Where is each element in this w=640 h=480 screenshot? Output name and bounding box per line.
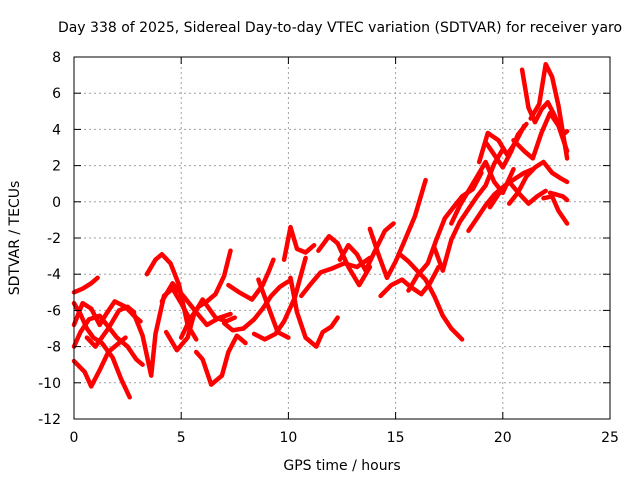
series-plus-markers <box>283 226 315 260</box>
data-series <box>71 61 570 400</box>
series-plus-markers <box>530 63 568 159</box>
series-line <box>367 177 428 281</box>
series-line <box>226 257 276 302</box>
series-sat-track-3 <box>71 299 143 328</box>
series-plus-markers <box>339 222 395 272</box>
y-tick-label: 6 <box>52 86 61 102</box>
chart-title: Day 338 of 2025, Sidereal Day-to-day VTE… <box>58 20 622 36</box>
y-tick-label: 8 <box>52 50 61 66</box>
series-plus-markers <box>73 277 99 294</box>
series-plus-markers <box>549 192 568 201</box>
series-sat-track-6 <box>84 304 137 349</box>
y-tick-label: 4 <box>52 122 61 138</box>
series-sat-track-37 <box>547 190 570 203</box>
series-sat-track-31 <box>487 179 548 210</box>
series-sat-track-7 <box>131 286 193 378</box>
x-tick-label: 25 <box>601 430 619 446</box>
series-sat-track-5 <box>71 313 145 367</box>
series-line <box>541 194 570 226</box>
series-sat-track-19 <box>299 255 373 299</box>
series-plus-markers <box>223 280 289 332</box>
series-sat-track-18 <box>288 275 340 349</box>
series-plus-markers <box>300 257 371 297</box>
series-plus-markers <box>86 305 135 348</box>
series-plus-markers <box>508 161 568 205</box>
series-line <box>288 275 340 349</box>
series-sat-track-11 <box>178 248 233 340</box>
series-sat-track-16 <box>251 255 308 342</box>
x-tick-label: 15 <box>387 430 405 446</box>
y-axis-title: SDTVAR / TECUs <box>7 181 23 296</box>
y-tick-label: 2 <box>52 159 61 175</box>
series-sat-track-24 <box>397 252 465 342</box>
series-plus-markers <box>73 336 127 388</box>
series-sat-track-17 <box>281 224 317 262</box>
y-tick-label: -8 <box>47 340 61 356</box>
series-sat-track-30 <box>483 121 529 170</box>
x-tick-label: 10 <box>279 430 297 446</box>
y-tick-label: 0 <box>52 195 61 211</box>
series-line <box>281 224 317 262</box>
series-plus-markers <box>484 123 528 169</box>
y-tick-label: -10 <box>38 376 61 392</box>
series-sat-track-36 <box>541 194 570 226</box>
series-plus-markers <box>73 300 142 326</box>
series-sat-track-26 <box>431 147 506 273</box>
series-plus-markers <box>227 259 275 301</box>
series-plus-markers <box>180 250 232 338</box>
series-sat-track-22 <box>367 177 428 281</box>
series-sat-track-21 <box>337 221 396 273</box>
series-plus-markers <box>399 253 463 340</box>
series-sat-track-4 <box>71 335 128 389</box>
series-plus-markers <box>257 279 289 339</box>
series-plus-markers <box>543 195 568 224</box>
series-plus-markers <box>195 334 247 386</box>
y-tick-label: -4 <box>47 267 61 283</box>
series-plus-markers <box>161 282 231 326</box>
series-plus-markers <box>253 257 307 341</box>
series-line <box>71 313 145 367</box>
y-tick-label: -2 <box>47 231 61 247</box>
x-axis-title: GPS time / hours <box>283 458 400 474</box>
series-sat-track-13 <box>221 279 291 333</box>
series-sat-track-35 <box>528 61 570 161</box>
y-tick-label: -12 <box>38 412 61 428</box>
series-plus-markers <box>512 112 568 160</box>
series-sat-track-14 <box>226 257 276 302</box>
series-plus-markers <box>146 253 197 340</box>
series-plus-markers <box>478 125 525 163</box>
series-sat-track-12 <box>193 333 248 387</box>
series-plus-markers <box>521 69 568 136</box>
axis-ticks: 0 5 10 15 20 25 -12 -10 -8 -6 -4 -2 0 2 4 6 8 <box>38 50 619 446</box>
series-sat-track-15 <box>256 277 291 340</box>
series-sat-track-32 <box>506 159 570 206</box>
x-tick-label: 5 <box>177 430 186 446</box>
x-tick-label: 20 <box>494 430 512 446</box>
x-tick-label: 0 <box>70 430 79 446</box>
series-line <box>131 286 193 378</box>
series-plus-markers <box>489 181 547 208</box>
series-sat-track-1 <box>71 275 100 295</box>
series-plus-markers <box>369 179 427 279</box>
y-tick-label: -6 <box>47 303 61 319</box>
series-line <box>397 252 465 342</box>
